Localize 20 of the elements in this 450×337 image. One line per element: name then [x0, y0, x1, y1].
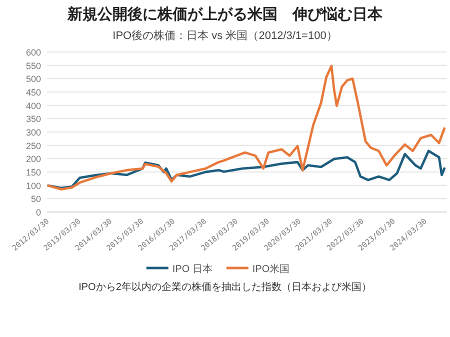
- y-tick-label: 350: [26, 114, 41, 124]
- y-tick-label: 100: [26, 180, 41, 191]
- y-tick-label: 300: [26, 128, 41, 138]
- y-tick-label: 200: [26, 154, 41, 164]
- text: IPOから2年以内の企業の株価を抽出した指数（日本および米国）: [78, 281, 372, 293]
- y-tick-label: 400: [26, 100, 41, 111]
- y-tick-label: 500: [26, 74, 41, 84]
- legend-label: IPO米国: [252, 263, 290, 275]
- y-tick-label: 600: [26, 48, 41, 58]
- chart-subtitle: IPO後の株価：日本 vs 米国（2012/3/1=100）: [112, 29, 338, 42]
- line-series: [47, 150, 446, 190]
- y-tick-label: 0: [36, 208, 41, 218]
- y-tick-label: 450: [26, 88, 41, 98]
- y-tick-label: 150: [26, 168, 41, 178]
- legend-label: IPO 日本: [172, 263, 212, 275]
- y-tick-label: 550: [26, 60, 41, 71]
- chart-title: 新規公開後に株価が上がる米国 伸び悩む日本: [66, 5, 384, 23]
- y-tick-label: 50: [30, 194, 41, 204]
- line-series: [47, 64, 446, 191]
- y-tick-label: 250: [26, 140, 41, 151]
